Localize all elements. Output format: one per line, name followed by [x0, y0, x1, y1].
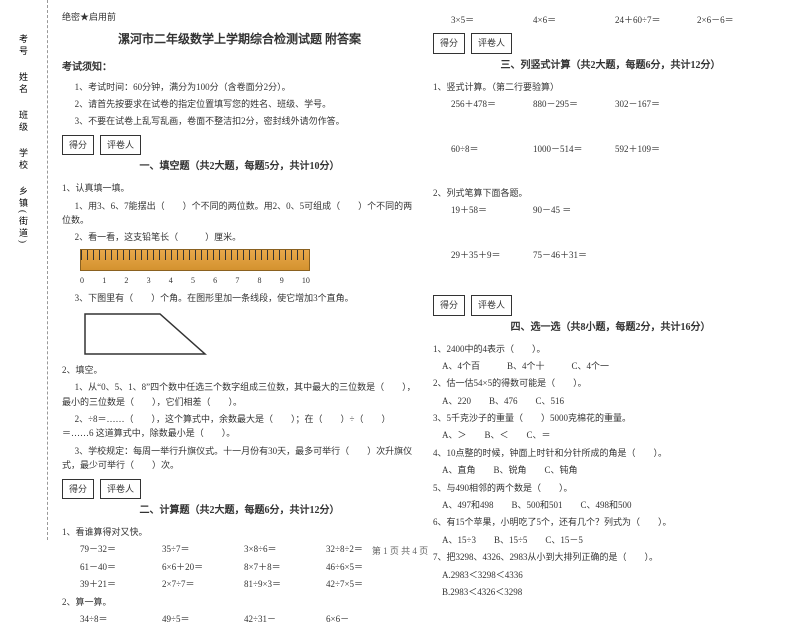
calc-row: 39＋21＝2×7÷7＝81÷9×3＝42÷7×5＝ [80, 577, 417, 591]
q2-1: 1、从“0、5、1、8”四个数中任选三个数字组成三位数，其中最大的三位数是（ ）… [62, 380, 417, 409]
score-box: 得分 评卷人 [433, 295, 788, 315]
page-content: 绝密★启用前 漯河市二年级数学上学期综合检测试题 附答案 考试须知： 1、考试时… [48, 0, 800, 540]
calc-row: 61－40＝6×6＋20＝8×7＋8＝46÷6×5＝ [80, 560, 417, 574]
q1-1: 1、用3、6、7能摆出（ ）个不同的两位数。用2、0、5可组成（ ）个不同的两位… [62, 199, 417, 228]
calc-row: 256＋478＝880－295＝302－167＝ [451, 97, 788, 111]
col3-1: 1、竖式计算。（第二行要验算） [433, 80, 788, 94]
mc-line: A、497和498 B、500和501 C、498和500 [433, 498, 788, 512]
ruler-numbers: 012345678910 [80, 275, 310, 288]
mc-line: 2、估一估54×5的得数可能是（ ）。 [433, 376, 788, 390]
score-label: 得分 [62, 135, 94, 155]
score-box: 得分 评卷人 [62, 479, 417, 499]
notice-item: 3、不要在试卷上乱写乱画，卷面不整洁扣2分，密封线外请勿作答。 [62, 114, 417, 128]
calc-row: 19＋58＝90－45 ＝ [451, 203, 788, 217]
mc-line: 5、与490相邻的两个数是（ ）。 [433, 481, 788, 495]
q2-head: 2、填空。 [62, 363, 417, 377]
score-label: 得分 [433, 33, 465, 53]
gutter-field: 姓名 [17, 72, 30, 96]
mc-line: A、＞ B、＜ C、＝ [433, 428, 788, 442]
notice-heading: 考试须知： [62, 60, 417, 76]
section-1-title: 一、填空题（共2大题，每题5分，共计10分） [62, 159, 417, 175]
section-2-title: 二、计算题（共2大题，每题6分，共计12分） [62, 503, 417, 519]
section-3-title: 三、列竖式计算（共2大题，每题6分，共计12分） [433, 58, 788, 74]
mc-line: 1、2400中的4表示（ ）。 [433, 342, 788, 356]
mc-line: A、4个百 B、4个十 C、4个一 [433, 359, 788, 373]
gutter-field: 考号 [17, 34, 30, 58]
q2-2: 2、÷8＝……（ ），这个算式中，余数最大是（ ）；在（ ）÷（ ）＝……6 这… [62, 412, 417, 441]
secret-label: 绝密★启用前 [62, 10, 417, 24]
q2-3: 3、学校规定：每周一举行升旗仪式。十一月份有30天，最多可举行（ ）次升旗仪式，… [62, 444, 417, 473]
score-box: 得分 评卷人 [433, 33, 788, 53]
reviewer-label: 评卷人 [471, 33, 512, 53]
score-label: 得分 [62, 479, 94, 499]
q1-3: 3、下图里有（ ）个角。在图形里加一条线段，使它增加3个直角。 [62, 291, 417, 305]
left-column: 绝密★启用前 漯河市二年级数学上学期综合检测试题 附答案 考试须知： 1、考试时… [62, 10, 417, 540]
gutter-field: 班级 [17, 110, 30, 134]
ruler-graphic [80, 249, 310, 271]
gutter-field: 学校 [17, 148, 30, 172]
reviewer-label: 评卷人 [100, 479, 141, 499]
reviewer-label: 评卷人 [471, 295, 512, 315]
q1-2: 2、看一看，这支铅笔长（ ）厘米。 [62, 230, 417, 244]
score-label: 得分 [433, 295, 465, 315]
col3-2: 2、列式笔算下面各题。 [433, 186, 788, 200]
right-column: 3×5＝4×6＝24＋60÷7＝2×6－6＝ 得分 评卷人 三、列竖式计算（共2… [433, 10, 788, 540]
gutter-field: 乡镇(街道) [17, 186, 30, 246]
mc-line: 4、10点整的时候，钟面上时针和分针所成的角是（ ）。 [433, 446, 788, 460]
notice-item: 2、请首先按要求在试卷的指定位置填写您的姓名、班级、学号。 [62, 97, 417, 111]
calc-row: 3×5＝4×6＝24＋60÷7＝2×6－6＝ [451, 13, 788, 27]
calc-row: 60÷8＝1000－514＝592＋109＝ [451, 142, 788, 156]
exam-title: 漯河市二年级数学上学期综合检测试题 附答案 [62, 30, 417, 49]
section-4-title: 四、选一选（共8小题，每题2分，共计16分） [433, 320, 788, 336]
q1-head: 1、认真填一填。 [62, 181, 417, 195]
calc-row: 29＋35＋9＝75－46＋31＝ [451, 248, 788, 262]
trapezoid-shape [80, 309, 210, 359]
mc-line: 7、把3298、4326、2983从小到大排列正确的是（ ）。 [433, 550, 788, 564]
mc-line: B.2983＜4326＜3298 [433, 585, 788, 599]
calc2-head: 2、算一算。 [62, 595, 417, 609]
calc-row: 34÷8＝49÷5＝42÷31－6×6－ [80, 612, 417, 626]
calc-row: 79－32＝35÷7＝3×8÷6＝32÷8÷2＝ [80, 542, 417, 556]
calc1-head: 1、看谁算得对又快。 [62, 525, 417, 539]
notice-item: 1、考试时间：60分钟，满分为100分（含卷面分2分）。 [62, 80, 417, 94]
score-box: 得分 评卷人 [62, 135, 417, 155]
mc-line: 3、5千克沙子的重量（ ）5000克棉花的重量。 [433, 411, 788, 425]
mc-line: A、15÷3 B、15÷5 C、15－5 [433, 533, 788, 547]
reviewer-label: 评卷人 [100, 135, 141, 155]
mc-line: A、220 B、476 C、516 [433, 394, 788, 408]
mc-line: A、直角 B、锐角 C、钝角 [433, 463, 788, 477]
mc-line: 6、有15个苹果，小明吃了5个，还有几个？列式为（ ）。 [433, 515, 788, 529]
mc-line: A.2983＜3298＜4336 [433, 568, 788, 582]
binding-gutter: 考号 姓名 班级 学校 乡镇(街道) [0, 0, 48, 540]
